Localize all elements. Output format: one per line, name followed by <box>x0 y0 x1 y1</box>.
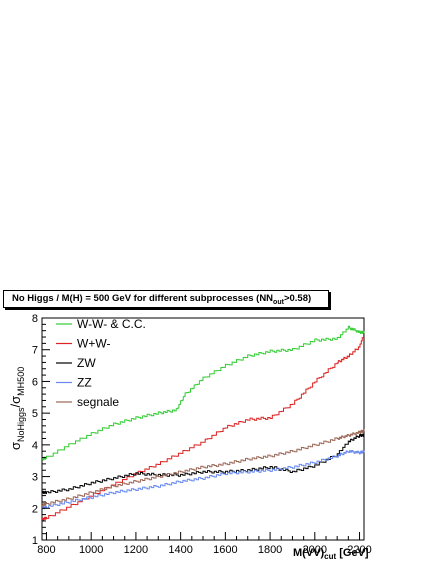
series-line-4 <box>41 449 365 510</box>
y-tick-label: 1 <box>32 535 38 547</box>
x-tick-label: 1000 <box>79 544 103 556</box>
x-tick-label: 1600 <box>213 544 237 556</box>
series-line-3 <box>41 433 365 495</box>
plot-area <box>41 317 365 541</box>
y-tick-label: 6 <box>32 376 38 388</box>
legend-label: W-W- & C.C. <box>77 317 146 331</box>
legend-label: W+W- <box>77 337 110 351</box>
y-tick-label: 8 <box>32 313 38 325</box>
x-tick-label: 800 <box>37 544 55 556</box>
legend-label: ZW <box>77 356 96 370</box>
tick-group: 800 1000 1200 1400 1600 1800 2000 2200 1 2 3 4 5 6 7 8 <box>32 313 372 556</box>
y-tick-label: 7 <box>32 345 38 357</box>
y-tick-label: 5 <box>32 408 38 420</box>
x-axis-title-sub: cut <box>324 552 336 561</box>
x-tick-label: 1200 <box>124 544 148 556</box>
chart-title-main: No Higgs / M(H) = 500 GeV for different … <box>12 293 274 304</box>
x-axis-title-unit: [GeV] <box>336 547 369 559</box>
y-axis-title-slash: /σ <box>8 396 23 408</box>
y-axis-title-sub2: MH500 <box>16 367 26 396</box>
x-axis-title-main: M(VV) <box>293 547 325 559</box>
series-line-5 <box>41 429 365 507</box>
svg-text:σNoHiggs/σMH500: σNoHiggs/σMH500 <box>8 367 26 450</box>
x-axis-title: M(VV)cut [GeV] <box>293 547 369 561</box>
y-axis-title-sub1: NoHiggs <box>16 407 26 442</box>
legend-label: segnale <box>77 395 119 409</box>
legend: W-W- & C.C. W+W- ZW ZZ segnale <box>56 317 146 409</box>
chart-title-tail: >0.58) <box>283 293 312 304</box>
chart-title: No Higgs / M(H) = 500 GeV for different … <box>12 293 311 306</box>
chart-title-sub: out <box>273 298 284 306</box>
y-tick-label: 2 <box>32 503 38 515</box>
y-tick-label: 4 <box>32 440 38 452</box>
series-line-2 <box>41 334 365 521</box>
x-tick-label: 1800 <box>258 544 282 556</box>
plot-frame <box>41 317 365 541</box>
svg-text:M(VV)cut [GeV]: M(VV)cut [GeV] <box>293 547 369 561</box>
chart-title-box: No Higgs / M(H) = 500 GeV for different … <box>3 290 329 308</box>
y-axis-title-sigma: σ <box>8 442 23 450</box>
legend-label: ZZ <box>77 376 92 390</box>
y-tick-label: 3 <box>32 472 38 484</box>
series-line-1 <box>41 325 365 461</box>
series-group <box>41 325 365 521</box>
x-tick-label: 2200 <box>347 544 371 556</box>
y-axis-title: σNoHiggs/σMH500 <box>8 367 26 450</box>
x-tick-label: 2000 <box>303 544 327 556</box>
x-tick-label: 1400 <box>168 544 192 556</box>
